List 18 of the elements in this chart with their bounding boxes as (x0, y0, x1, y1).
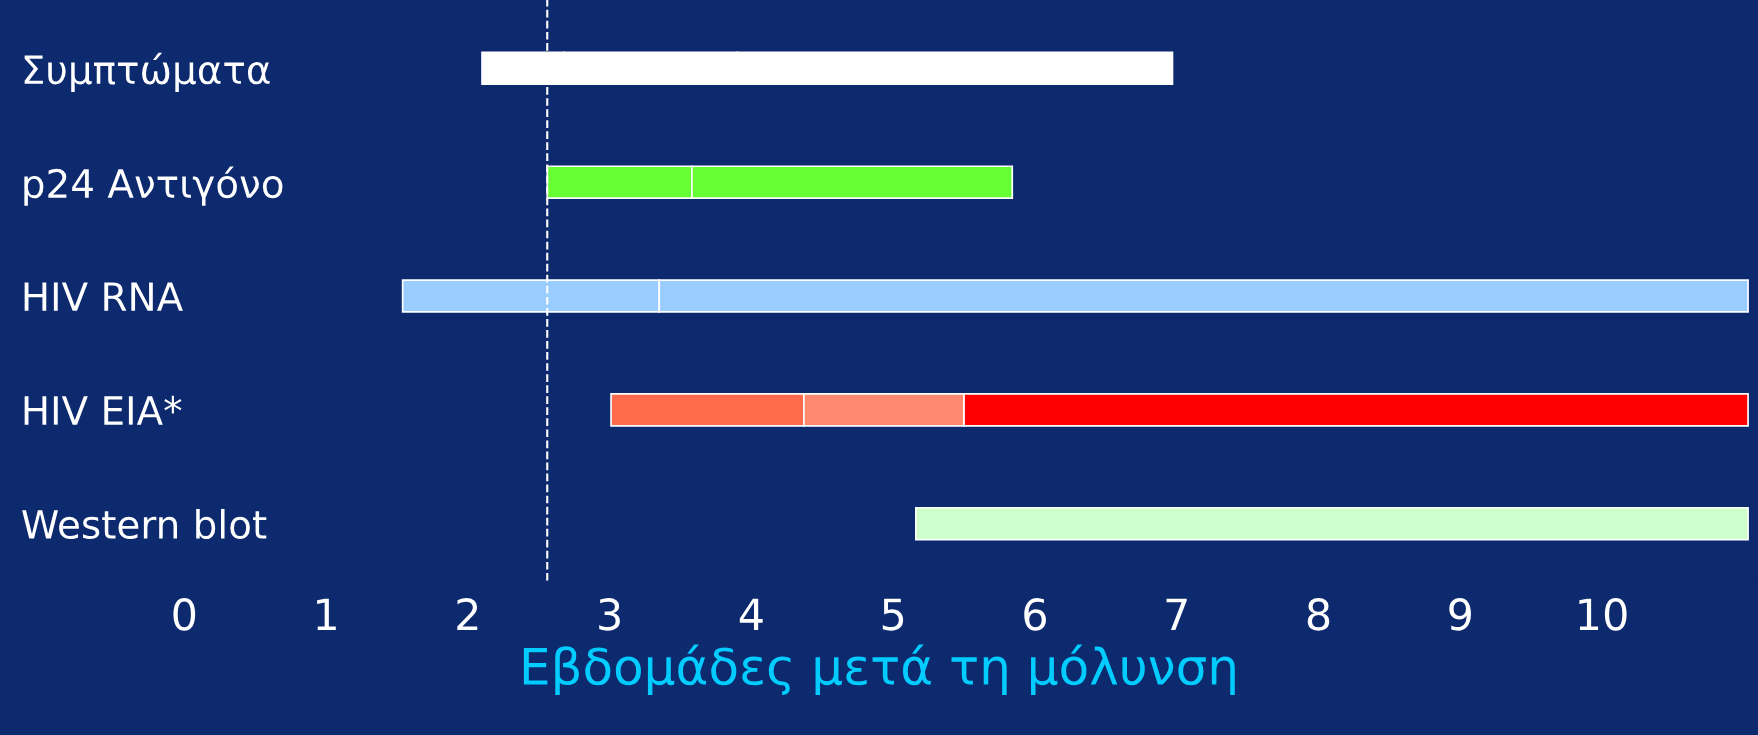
x-tick-label: 3 (599, 598, 620, 631)
y-tick-label: p24 Αντιγόνο (24, 166, 283, 206)
x-tick-label: 2 (457, 598, 478, 631)
y-tick-label: HIV RNA (24, 282, 183, 311)
bar (915, 506, 1749, 541)
x-tick-label: 8 (1307, 598, 1330, 631)
y-tick-label: Western blot (22, 508, 267, 540)
x-tick-label: 0 (173, 598, 196, 631)
x-tick-label: 5 (882, 598, 904, 631)
x-tick-label: 9 (1449, 598, 1471, 631)
x-tick-label: 4 (739, 598, 763, 631)
x-tick-label: 7 (1166, 598, 1187, 631)
x-tick-label: 10 (1579, 598, 1627, 631)
x-tick-label: 1 (317, 598, 336, 631)
y-tick-label: Συμπτώματα (24, 52, 270, 92)
x-tick-label: 6 (1024, 598, 1046, 631)
y-tick-label: HIV EIA* (24, 395, 182, 425)
x-axis-title: Εβδομάδες μετά τη μόλυνση (523, 644, 1235, 696)
